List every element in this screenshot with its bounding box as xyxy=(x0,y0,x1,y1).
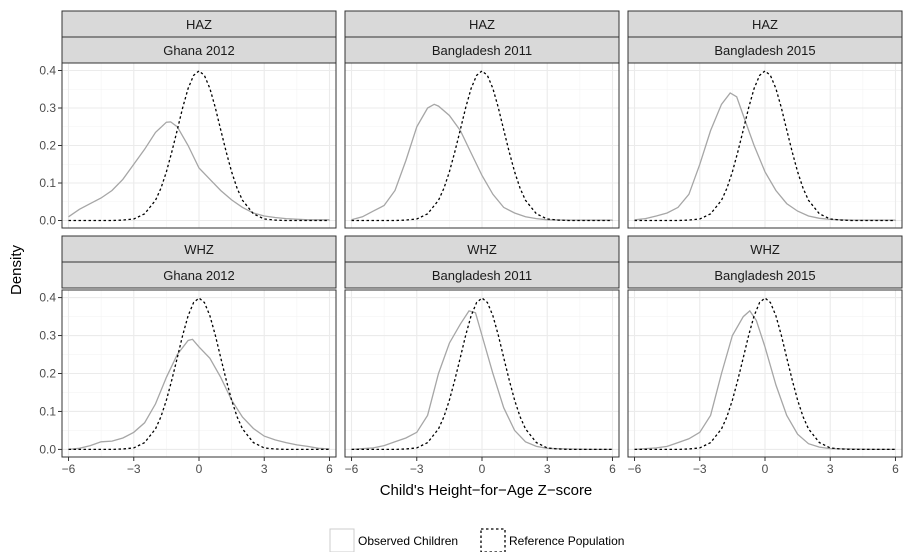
panel-border xyxy=(627,62,903,229)
facet-strip-row-label: HAZ xyxy=(469,17,495,32)
observed-density-line xyxy=(634,92,896,221)
x-tick-label: 3 xyxy=(261,462,268,476)
y-tick-label: 0.0 xyxy=(39,214,56,228)
legend: Observed Children Reference Population xyxy=(329,528,624,553)
observed-density-line xyxy=(68,121,330,221)
facet-strip-row xyxy=(61,10,337,38)
facet-panel: WHZ Ghana 2012 0.0 0.1 0.2 0.3 0.4 −6 −3 0 3 6 xyxy=(39,235,337,476)
facet-strip-row xyxy=(627,10,903,38)
legend-label-observed: Observed Children xyxy=(358,534,458,548)
facet-panel: HAZ Bangladesh 2011 xyxy=(344,10,620,229)
observed-density-line xyxy=(634,309,896,451)
reference-density-line xyxy=(351,70,613,222)
facet-strip-row-label: WHZ xyxy=(467,242,497,257)
x-tick-label: 0 xyxy=(196,462,203,476)
x-tick-label: 0 xyxy=(762,462,769,476)
facet-strip-col-label: Bangladesh 2011 xyxy=(432,268,532,283)
x-tick-label: 0 xyxy=(479,462,486,476)
y-tick-label: 0.4 xyxy=(39,64,56,78)
x-tick-label: −3 xyxy=(410,462,424,476)
facet-strip-col-label: Bangladesh 2011 xyxy=(432,43,532,58)
y-tick-label: 0.3 xyxy=(39,329,56,343)
facet-panel: HAZ Bangladesh 2015 xyxy=(627,10,903,229)
y-tick-label: 0.2 xyxy=(39,139,56,153)
y-tick-label: 0.2 xyxy=(39,367,56,381)
reference-density-line xyxy=(68,70,330,222)
reference-density-line xyxy=(634,297,896,451)
facet-strip-col-label: Bangladesh 2015 xyxy=(714,268,815,283)
reference-density-line xyxy=(68,297,330,451)
reference-density-line xyxy=(634,70,896,222)
x-tick-label: −6 xyxy=(628,462,642,476)
legend-label-reference: Reference Population xyxy=(509,534,624,548)
y-tick-label: 0.1 xyxy=(39,176,56,190)
legend-key-observed xyxy=(329,528,355,553)
x-tick-label: −3 xyxy=(127,462,141,476)
facet-strip-row xyxy=(344,10,620,38)
x-tick-label: 6 xyxy=(892,462,899,476)
facet-strip-row-label: HAZ xyxy=(752,17,778,32)
x-tick-label: 6 xyxy=(609,462,616,476)
x-tick-label: −6 xyxy=(345,462,359,476)
x-tick-label: 3 xyxy=(544,462,551,476)
y-tick-label: 0.1 xyxy=(39,404,56,418)
legend-key-reference xyxy=(480,528,506,553)
y-tick-label: 0.3 xyxy=(39,101,56,115)
y-tick-label: 0.4 xyxy=(39,291,56,305)
facet-panel: WHZ Bangladesh 2011 −6 −3 0 3 6 xyxy=(344,235,620,476)
observed-density-line xyxy=(351,310,613,451)
facet-strip-row-label: HAZ xyxy=(186,17,212,32)
facet-strip-col xyxy=(627,261,903,289)
y-tick-label: 0.0 xyxy=(39,442,56,456)
x-tick-label: 6 xyxy=(326,462,333,476)
x-tick-label: −6 xyxy=(62,462,76,476)
reference-density-line xyxy=(351,297,613,451)
x-tick-label: −3 xyxy=(693,462,707,476)
facet-panel: WHZ Bangladesh 2015 −6 −3 0 3 6 xyxy=(627,235,903,476)
facet-strip-col xyxy=(627,36,903,64)
x-tick-label: 3 xyxy=(827,462,834,476)
facet-strip-col-label: Ghana 2012 xyxy=(163,43,235,58)
facet-strip-row xyxy=(61,235,337,263)
facet-strip-col-label: Ghana 2012 xyxy=(163,268,235,283)
facet-panel: HAZ Ghana 2012 0.0 0.1 0.2 0.3 0.4 xyxy=(39,10,337,229)
facet-strip-row-label: WHZ xyxy=(184,242,214,257)
facet-strip-col xyxy=(61,261,337,289)
observed-density-line xyxy=(68,338,330,451)
x-axis-title: Child's Height−for−Age Z−score xyxy=(380,482,593,499)
facet-strip-row-label: WHZ xyxy=(750,242,780,257)
facet-strip-col xyxy=(61,36,337,64)
panel-border xyxy=(344,62,620,229)
facet-strip-col-label: Bangladesh 2015 xyxy=(714,43,815,58)
observed-density-line xyxy=(351,103,613,221)
facet-strip-col xyxy=(344,261,620,289)
y-axis-title: Density xyxy=(8,244,25,295)
